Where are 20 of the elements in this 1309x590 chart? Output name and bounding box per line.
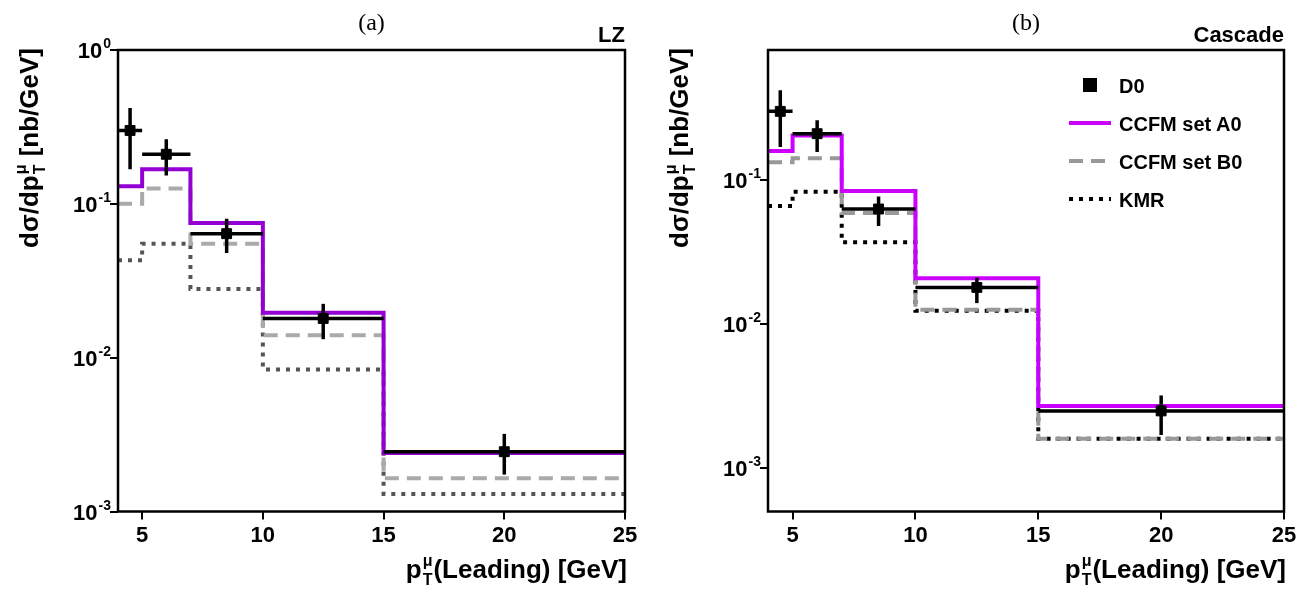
- x-tick-label: 25: [1271, 521, 1297, 547]
- x-tick-label: 15: [1026, 521, 1051, 547]
- legend-label: KMR: [1119, 189, 1166, 211]
- chart-subtitle: LZ: [598, 22, 626, 47]
- x-tick-label: 10: [250, 521, 276, 547]
- x-tick-label: 5: [136, 521, 149, 547]
- x-tick-label: 15: [371, 521, 396, 547]
- chart-title: (a): [358, 9, 385, 35]
- x-tick-label: 25: [612, 521, 638, 547]
- chart-subtitle: Cascade: [1193, 22, 1285, 47]
- x-tick-label: 20: [492, 521, 517, 547]
- y-axis-title: dσ/dpμT [nb/GeV]: [662, 47, 698, 248]
- y-axis-title: dσ/dpμT [nb/GeV]: [12, 47, 48, 248]
- x-tick-label: 20: [1148, 521, 1174, 547]
- legend-label: CCFM set A0: [1119, 113, 1242, 135]
- legend-label: D0: [1119, 75, 1145, 97]
- chart-title: (b): [1012, 9, 1040, 35]
- x-tick-label: 10: [903, 521, 928, 547]
- legend-label: CCFM set B0: [1119, 151, 1243, 173]
- x-tick-label: 5: [786, 521, 799, 547]
